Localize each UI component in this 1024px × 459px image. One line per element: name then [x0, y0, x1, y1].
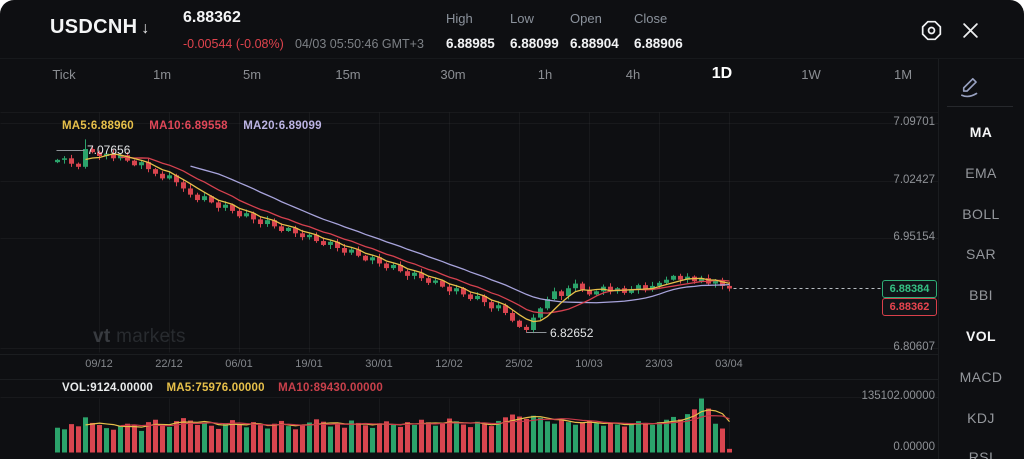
- sidebar-item-vol[interactable]: VOL: [966, 328, 996, 344]
- date-tick: 09/12: [85, 358, 113, 370]
- price-axis-label: 6.80607: [893, 341, 935, 353]
- open-label: Open: [570, 11, 602, 26]
- close-label: Close: [634, 11, 668, 26]
- sidebar-item-boll[interactable]: BOLL: [962, 206, 1000, 222]
- draw-tool-button[interactable]: [957, 75, 983, 104]
- sidebar-item-macd[interactable]: MACD: [959, 369, 1003, 385]
- vol-value: VOL:9124.00000: [62, 382, 154, 394]
- volume-axis-min: 0.00000: [893, 441, 935, 453]
- sidebar-item-ma[interactable]: MA: [969, 124, 993, 140]
- header-divider: [0, 58, 1024, 59]
- date-tick: 03/04: [715, 358, 743, 370]
- vol-ma5-value: MA5:75976.00000: [166, 382, 265, 394]
- sidebar-divider: [938, 59, 939, 459]
- xaxis-top-divider: [0, 354, 938, 355]
- settings-button[interactable]: [919, 18, 943, 42]
- tab-1d[interactable]: 1D: [711, 65, 733, 82]
- highest-price-annotation: 7.07656: [87, 143, 131, 157]
- symbol-dropdown-arrow-icon: ↓: [141, 20, 150, 37]
- ask-price-tag: 6.88384: [882, 280, 937, 298]
- bid-price-tag: 6.88362: [882, 298, 937, 316]
- tab-1w[interactable]: 1W: [801, 67, 821, 82]
- vol-ma10-value: MA10:89430.00000: [278, 382, 383, 394]
- tab-1h[interactable]: 1h: [537, 67, 553, 82]
- last-price: 6.88362: [183, 9, 241, 26]
- tab-1mo[interactable]: 1M: [893, 67, 913, 82]
- date-tick: 12/02: [435, 358, 463, 370]
- tab-tick[interactable]: Tick: [52, 67, 76, 82]
- gear-icon: [921, 20, 941, 40]
- pencil-icon: [961, 77, 978, 98]
- price-axis-label: 7.02427: [893, 174, 935, 186]
- price-axis-label: 6.95154: [893, 231, 935, 243]
- close-value: 6.88906: [634, 36, 683, 51]
- tab-5m[interactable]: 5m: [242, 67, 262, 82]
- date-tick: 30/01: [365, 358, 393, 370]
- symbol-selector[interactable]: USDCNH ↓: [50, 16, 150, 39]
- high-label: High: [446, 11, 473, 26]
- ma5-value: MA5:6.88960: [62, 120, 134, 132]
- price-axis-label: 7.09701: [893, 116, 935, 128]
- open-value: 6.88904: [570, 36, 619, 51]
- drawtool-divider: [947, 106, 1013, 107]
- ma-values-row: MA5:6.88960 MA10:6.89558 MA20:6.89099: [62, 120, 334, 132]
- symbol-name: USDCNH: [50, 16, 138, 38]
- ma20-value: MA20:6.89099: [243, 120, 322, 132]
- sidebar-item-kdj[interactable]: KDJ: [967, 410, 995, 426]
- tab-30m[interactable]: 30m: [440, 67, 466, 82]
- date-tick: 23/03: [645, 358, 673, 370]
- lowest-price-annotation: 6.82652: [550, 326, 594, 340]
- sidebar-item-ema[interactable]: EMA: [965, 165, 997, 181]
- close-icon: [962, 22, 978, 38]
- quote-timestamp: 04/03 05:50:46 GMT+3: [295, 37, 424, 51]
- vt-markets-watermark: vt markets: [93, 326, 186, 347]
- date-tick: 25/02: [505, 358, 533, 370]
- sidebar-item-bbi[interactable]: BBI: [969, 287, 993, 303]
- low-label: Low: [510, 11, 534, 26]
- ma10-value: MA10:6.89558: [149, 120, 228, 132]
- close-button[interactable]: [958, 18, 982, 42]
- date-tick: 22/12: [155, 358, 183, 370]
- sidebar-item-rsi[interactable]: RSI: [968, 449, 994, 459]
- xaxis-bottom-divider: [0, 379, 938, 380]
- date-tick: 10/03: [575, 358, 603, 370]
- volume-values-row: VOL:9124.00000 MA5:75976.00000 MA10:8943…: [62, 382, 393, 394]
- low-value: 6.88099: [510, 36, 559, 51]
- tab-1m[interactable]: 1m: [152, 67, 172, 82]
- tab-15m[interactable]: 15m: [335, 67, 361, 82]
- high-value: 6.88985: [446, 36, 495, 51]
- sidebar-item-sar[interactable]: SAR: [966, 246, 996, 262]
- date-tick: 06/01: [225, 358, 253, 370]
- volume-axis-max: 135102.00000: [861, 390, 935, 402]
- date-tick: 19/01: [295, 358, 323, 370]
- tab-4h[interactable]: 4h: [625, 67, 641, 82]
- price-change: -0.00544 (-0.08%): [183, 37, 284, 51]
